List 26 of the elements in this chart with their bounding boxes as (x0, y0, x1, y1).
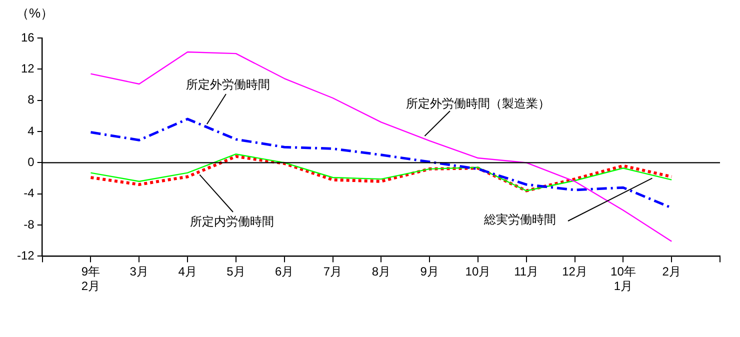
text: 総実労働時間 (483, 212, 556, 226)
x-tick-label: 8月 (372, 264, 391, 279)
x-tick-label: 5月 (226, 264, 246, 279)
x-tick-label: 3月 (130, 264, 148, 279)
x-tick-label: 7月 (323, 264, 342, 279)
text: 所定内労働時間 (190, 214, 274, 228)
x-tick-label: 4月 (178, 264, 197, 279)
y-tick-label: 4 (28, 124, 35, 138)
y-tick-label: 12 (20, 61, 35, 76)
y-tick-label: 0 (28, 155, 35, 169)
series-label: 所定外労働時間（製造業） (406, 96, 550, 110)
x-tick-label: 10月 (465, 264, 491, 279)
y-tick-label: -4 (24, 186, 35, 200)
y-axis-title: （%） (16, 6, 54, 21)
y-tick-label: -12 (17, 248, 35, 263)
x-tick-label: 2月 (662, 264, 681, 279)
x-tick-label: 9月 (420, 264, 439, 279)
x-tick-label: 10年 1月 (610, 264, 636, 294)
x-tick-label: 12月 (562, 264, 588, 279)
text: 所定外労働時間 (186, 77, 270, 92)
x-tick-label: 6月 (275, 264, 294, 279)
y-tick-label: 16 (20, 30, 35, 44)
x-tick-label: 11月 (514, 264, 539, 279)
y-tick-label: 8 (28, 92, 35, 107)
x-tick-label: 9年 2月 (81, 264, 100, 294)
y-tick-label: -8 (24, 217, 35, 232)
